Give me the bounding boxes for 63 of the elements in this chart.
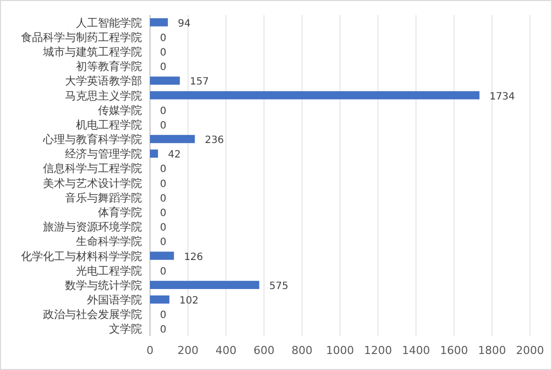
x-tick-label: 400 (216, 344, 236, 357)
x-tick-label: 1600 (440, 344, 468, 357)
data-label: 236 (204, 135, 224, 146)
y-tick-label: 经济与管理学院 (65, 148, 142, 161)
data-label: 157 (190, 76, 209, 88)
data-label: 0 (160, 32, 166, 44)
x-tick-label: 800 (292, 344, 312, 357)
y-tick-label: 音乐与舞蹈学院 (65, 191, 142, 204)
x-tick-label: 1200 (364, 344, 392, 357)
bar (150, 150, 158, 158)
x-tick-label: 2000 (516, 344, 544, 357)
y-tick-label: 信息科学与工程学院 (43, 162, 142, 176)
y-tick-label: 生命科学学院 (76, 235, 142, 248)
data-label: 0 (160, 106, 166, 117)
x-tick-label: 200 (178, 344, 198, 357)
data-label: 0 (160, 208, 166, 219)
data-label: 575 (269, 280, 288, 292)
bar (150, 76, 180, 85)
data-label: 0 (160, 62, 166, 74)
y-tick-label: 大学英语教学部 (65, 74, 142, 88)
data-label: 1734 (489, 91, 515, 102)
data-label: 0 (160, 164, 166, 176)
y-tick-label: 机电工程学院 (76, 118, 142, 132)
x-tick-label: 600 (254, 344, 274, 357)
y-tick-label: 体育学院 (98, 206, 142, 219)
bar (150, 252, 174, 260)
y-tick-label: 传媒学院 (98, 104, 142, 117)
bar (150, 91, 480, 100)
y-tick-label: 外国语学院 (87, 294, 142, 307)
data-label: 0 (160, 47, 166, 58)
data-label: 0 (160, 120, 166, 132)
x-tick-label: 1800 (478, 344, 506, 357)
data-label: 0 (160, 324, 166, 336)
data-label: 0 (160, 310, 166, 322)
x-tick-label: 1400 (402, 344, 430, 357)
y-tick-label: 文学院 (109, 322, 142, 336)
y-tick-label: 食品科学与制药工程学院 (21, 30, 142, 44)
data-label: 102 (179, 296, 198, 307)
data-label: 42 (168, 150, 181, 161)
y-tick-label: 人工智能学院 (76, 16, 142, 30)
data-label: 0 (160, 178, 166, 190)
y-tick-label: 光电工程学院 (76, 264, 142, 278)
x-tick-label: 0 (146, 344, 154, 357)
bar (150, 295, 170, 304)
y-tick-label: 城市与建筑工程学院 (42, 45, 142, 58)
y-tick-label: 美术与艺术设计学院 (43, 176, 142, 190)
data-label: 0 (160, 266, 166, 278)
y-tick-label: 数学与统计学院 (65, 278, 142, 292)
data-label: 0 (160, 193, 166, 204)
bar (150, 18, 168, 26)
y-tick-label: 政治与社会发展学院 (43, 308, 142, 322)
data-label: 94 (178, 18, 191, 30)
y-tick-label: 心理与教育科学学院 (42, 133, 142, 146)
data-label: 0 (160, 222, 166, 234)
y-tick-label: 化学化工与材料科学学院 (21, 250, 142, 263)
data-label: 0 (160, 237, 166, 248)
y-tick-label: 旅游与资源环境学院 (43, 220, 142, 234)
x-tick-label: 1000 (326, 344, 354, 357)
bar (150, 134, 195, 144)
y-tick-label: 马克思主义学院 (65, 89, 142, 102)
data-label: 126 (184, 252, 204, 263)
bar (150, 280, 260, 290)
y-tick-label: 初等教育学院 (76, 60, 142, 74)
